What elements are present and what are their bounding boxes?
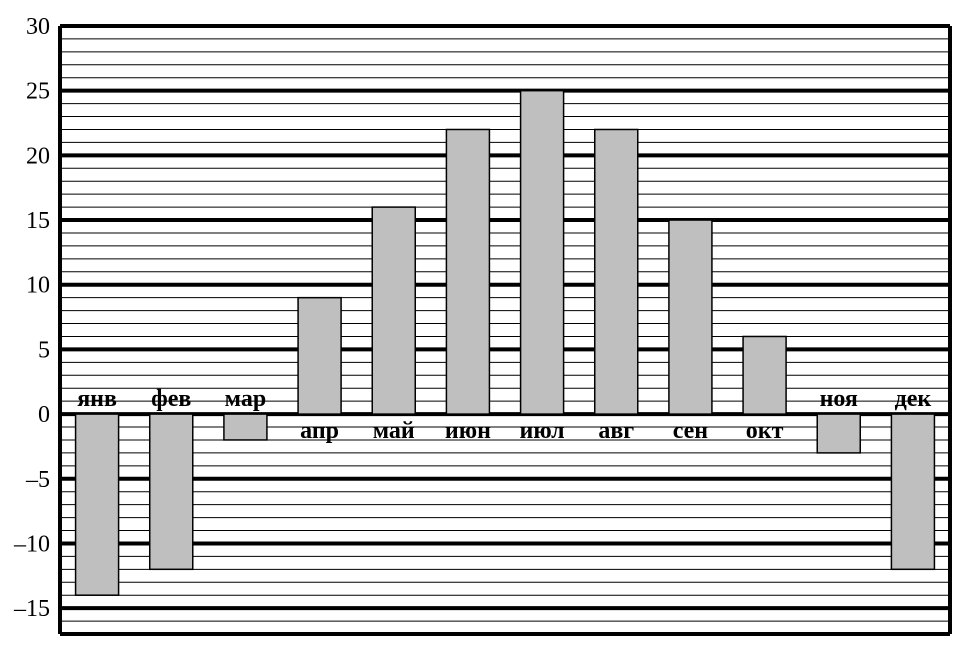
month-label: дек bbox=[895, 386, 932, 412]
month-label: май bbox=[373, 418, 415, 444]
month-label: апр bbox=[300, 418, 339, 444]
temperature-bar-chart: –15 –10 –5 0 5 10 15 20 25 30 янв фев мар апр май июн ию… bbox=[0, 0, 962, 646]
bar bbox=[595, 129, 638, 414]
y-tick-label: 25 bbox=[26, 79, 50, 105]
y-tick-label: 0 bbox=[38, 402, 50, 428]
bar bbox=[372, 207, 415, 414]
bar bbox=[76, 414, 119, 595]
y-tick-label: 15 bbox=[26, 208, 50, 234]
y-tick-label: –5 bbox=[25, 467, 50, 493]
bar bbox=[743, 336, 786, 414]
month-label: фев bbox=[151, 386, 191, 412]
bar bbox=[891, 414, 934, 569]
bar bbox=[298, 298, 341, 414]
y-tick-label: 20 bbox=[26, 143, 50, 169]
bar bbox=[446, 129, 489, 414]
bar bbox=[817, 414, 860, 453]
month-label: окт bbox=[746, 418, 784, 444]
month-label: ноя bbox=[820, 386, 858, 412]
month-label: авг bbox=[598, 418, 634, 444]
y-tick-label: 30 bbox=[26, 14, 50, 40]
month-label: янв bbox=[77, 386, 117, 412]
y-tick-label: 5 bbox=[38, 337, 50, 363]
month-label: июл bbox=[520, 418, 565, 444]
bar bbox=[150, 414, 193, 569]
month-label: июн bbox=[445, 418, 491, 444]
month-label: мар bbox=[225, 386, 267, 412]
y-tick-label: –15 bbox=[13, 596, 50, 622]
bar bbox=[224, 414, 267, 440]
bar bbox=[521, 91, 564, 414]
y-tick-label: 10 bbox=[26, 273, 50, 299]
month-label: сен bbox=[673, 418, 709, 444]
y-tick-label: –10 bbox=[13, 531, 50, 557]
bar bbox=[669, 220, 712, 414]
